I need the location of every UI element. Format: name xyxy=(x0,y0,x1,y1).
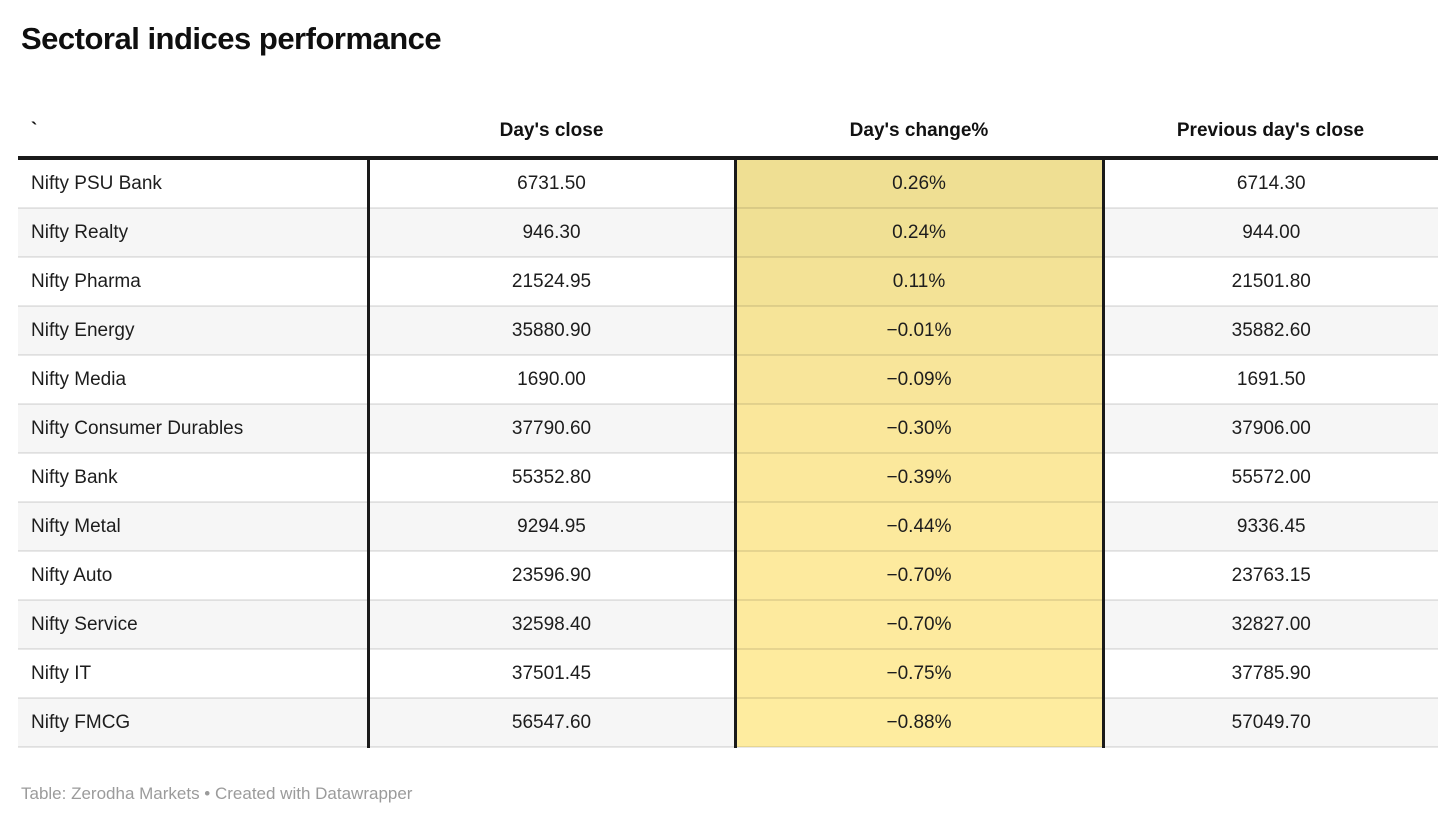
days-close-cell: 9294.95 xyxy=(368,502,735,552)
previous-close-cell: 57049.70 xyxy=(1103,698,1438,748)
index-name-cell: Nifty Pharma xyxy=(18,257,370,307)
table-body: Nifty PSU Bank 6731.50 0.26% 6714.30 Nifty R… xyxy=(18,158,1438,748)
previous-close-cell: 6714.30 xyxy=(1103,158,1438,209)
col-header-index-name: ` xyxy=(18,98,368,160)
days-change-cell: −0.09% xyxy=(733,355,1105,405)
days-close-cell: 1690.00 xyxy=(368,355,735,405)
days-change-cell: 0.24% xyxy=(733,208,1105,258)
sectoral-indices-table: ` Day's close Day's change% Previous day… xyxy=(18,98,1438,748)
table-row: Nifty Media 1690.00 −0.09% 1691.50 xyxy=(18,355,1438,405)
days-change-cell: −0.30% xyxy=(733,404,1105,454)
index-name-cell: Nifty Service xyxy=(18,600,370,650)
index-name-cell: Nifty FMCG xyxy=(18,698,370,748)
table-row: Nifty Realty 946.30 0.24% 944.00 xyxy=(18,208,1438,258)
page-title: Sectoral indices performance xyxy=(21,21,442,56)
index-name-cell: Nifty Metal xyxy=(18,502,370,552)
days-change-cell: 0.11% xyxy=(733,257,1105,307)
index-name-cell: Nifty Media xyxy=(18,355,370,405)
days-close-cell: 55352.80 xyxy=(368,453,735,503)
days-close-cell: 56547.60 xyxy=(368,698,735,748)
attribution-text: Table: Zerodha Markets • Created with Da… xyxy=(21,784,413,803)
index-name-cell: Nifty Consumer Durables xyxy=(18,404,370,454)
index-name-cell: Nifty Realty xyxy=(18,208,370,258)
table-row: Nifty Consumer Durables 37790.60 −0.30% 379… xyxy=(18,404,1438,454)
table-row: Nifty FMCG 56547.60 −0.88% 57049.70 xyxy=(18,698,1438,748)
index-name-cell: Nifty Auto xyxy=(18,551,370,601)
previous-close-cell: 55572.00 xyxy=(1103,453,1438,503)
days-close-cell: 35880.90 xyxy=(368,306,735,356)
table-header-row: ` Day's close Day's change% Previous day… xyxy=(18,98,1438,160)
days-close-cell: 946.30 xyxy=(368,208,735,258)
days-change-cell: 0.26% xyxy=(733,158,1105,209)
days-close-cell: 23596.90 xyxy=(368,551,735,601)
previous-close-cell: 37785.90 xyxy=(1103,649,1438,699)
table-row: Nifty Pharma 21524.95 0.11% 21501.80 xyxy=(18,257,1438,307)
page: Sectoral indices performance ` Day's clo… xyxy=(0,20,1456,804)
previous-close-cell: 9336.45 xyxy=(1103,502,1438,552)
days-close-cell: 37790.60 xyxy=(368,404,735,454)
col-header-previous-days-close: Previous day's close xyxy=(1103,98,1438,160)
days-change-cell: −0.44% xyxy=(733,502,1105,552)
days-close-cell: 32598.40 xyxy=(368,600,735,650)
index-name-cell: Nifty PSU Bank xyxy=(18,158,370,209)
previous-close-cell: 35882.60 xyxy=(1103,306,1438,356)
table-row: Nifty Metal 9294.95 −0.44% 9336.45 xyxy=(18,502,1438,552)
previous-close-cell: 1691.50 xyxy=(1103,355,1438,405)
days-change-cell: −0.70% xyxy=(733,600,1105,650)
col-header-days-change: Day's change% xyxy=(735,98,1103,160)
days-change-cell: −0.39% xyxy=(733,453,1105,503)
days-close-cell: 37501.45 xyxy=(368,649,735,699)
previous-close-cell: 21501.80 xyxy=(1103,257,1438,307)
table-row: Nifty Service 32598.40 −0.70% 32827.00 xyxy=(18,600,1438,650)
table-row: Nifty Energy 35880.90 −0.01% 35882.60 xyxy=(18,306,1438,356)
previous-close-cell: 32827.00 xyxy=(1103,600,1438,650)
table-row: Nifty PSU Bank 6731.50 0.26% 6714.30 xyxy=(18,158,1438,209)
index-name-cell: Nifty IT xyxy=(18,649,370,699)
days-change-cell: −0.70% xyxy=(733,551,1105,601)
table-row: Nifty Bank 55352.80 −0.39% 55572.00 xyxy=(18,453,1438,503)
previous-close-cell: 944.00 xyxy=(1103,208,1438,258)
days-close-cell: 6731.50 xyxy=(368,158,735,209)
index-name-cell: Nifty Energy xyxy=(18,306,370,356)
index-name-cell: Nifty Bank xyxy=(18,453,370,503)
previous-close-cell: 23763.15 xyxy=(1103,551,1438,601)
days-close-cell: 21524.95 xyxy=(368,257,735,307)
days-change-cell: −0.88% xyxy=(733,698,1105,748)
previous-close-cell: 37906.00 xyxy=(1103,404,1438,454)
table-row: Nifty IT 37501.45 −0.75% 37785.90 xyxy=(18,649,1438,699)
days-change-cell: −0.75% xyxy=(733,649,1105,699)
col-header-days-close: Day's close xyxy=(368,98,735,160)
days-change-cell: −0.01% xyxy=(733,306,1105,356)
table-row: Nifty Auto 23596.90 −0.70% 23763.15 xyxy=(18,551,1438,601)
